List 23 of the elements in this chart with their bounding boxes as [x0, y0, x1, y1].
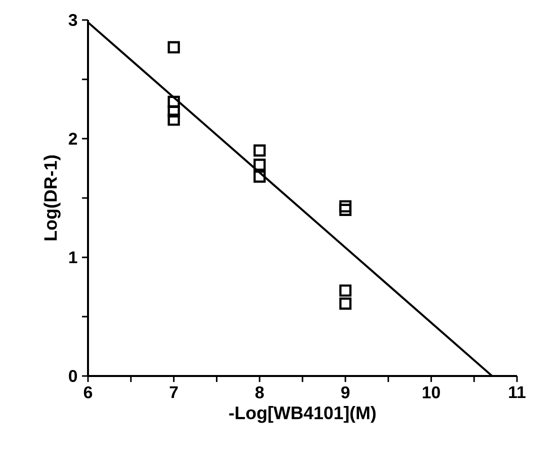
x-tick-label: 6	[84, 386, 92, 398]
point	[254, 144, 266, 157]
y-tick-label: 2	[68, 132, 77, 145]
x-tick-label: 11	[509, 386, 526, 398]
point	[339, 284, 352, 297]
point	[168, 114, 180, 126]
point	[339, 298, 352, 310]
y-tick-label: 1	[69, 251, 78, 264]
y-axis-title: Log(DR-1)	[44, 155, 61, 240]
point	[168, 105, 180, 118]
point	[168, 41, 180, 54]
x-tick-label: 10	[422, 386, 440, 398]
point	[254, 170, 266, 183]
x-tick-label: 9	[341, 386, 350, 398]
x-axis-title: -Log[WB4101](M)	[229, 406, 376, 423]
x-tick-label: 8	[255, 386, 264, 398]
point	[168, 96, 180, 108]
point	[339, 204, 352, 216]
point	[254, 158, 266, 171]
y-tick-label: 0	[68, 370, 77, 382]
y-tick-label: 3	[68, 14, 78, 26]
point	[339, 200, 352, 212]
x-tick-label: 7	[170, 386, 178, 398]
